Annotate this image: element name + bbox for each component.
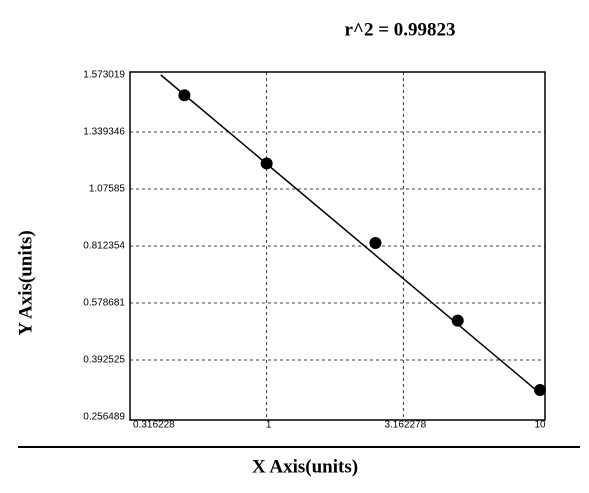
x-tick-label: 0.316228 [133,420,175,431]
y-tick-label: 0.812354 [83,241,125,252]
x-tick-label: 3.162278 [384,420,426,431]
x-axis-label: X Axis(units) [252,456,358,477]
x-tick-label: 1 [266,420,272,431]
y-tick-label: 0.256489 [83,412,125,423]
y-tick-label: 0.578681 [83,298,125,309]
chart-title: r^2 = 0.99823 [344,19,455,40]
data-point [451,314,464,327]
data-point [369,237,382,250]
x-tick-label: 10 [534,420,546,431]
fit-line [160,74,541,394]
y-tick-label: 1.339346 [83,127,125,138]
y-tick-label: 1.07585 [89,184,126,195]
y-axis-label: Y Axis(units) [15,230,36,335]
y-tick-label: 0.392525 [83,355,125,366]
data-point [534,383,546,396]
y-tick-label: 1.573019 [83,70,125,81]
